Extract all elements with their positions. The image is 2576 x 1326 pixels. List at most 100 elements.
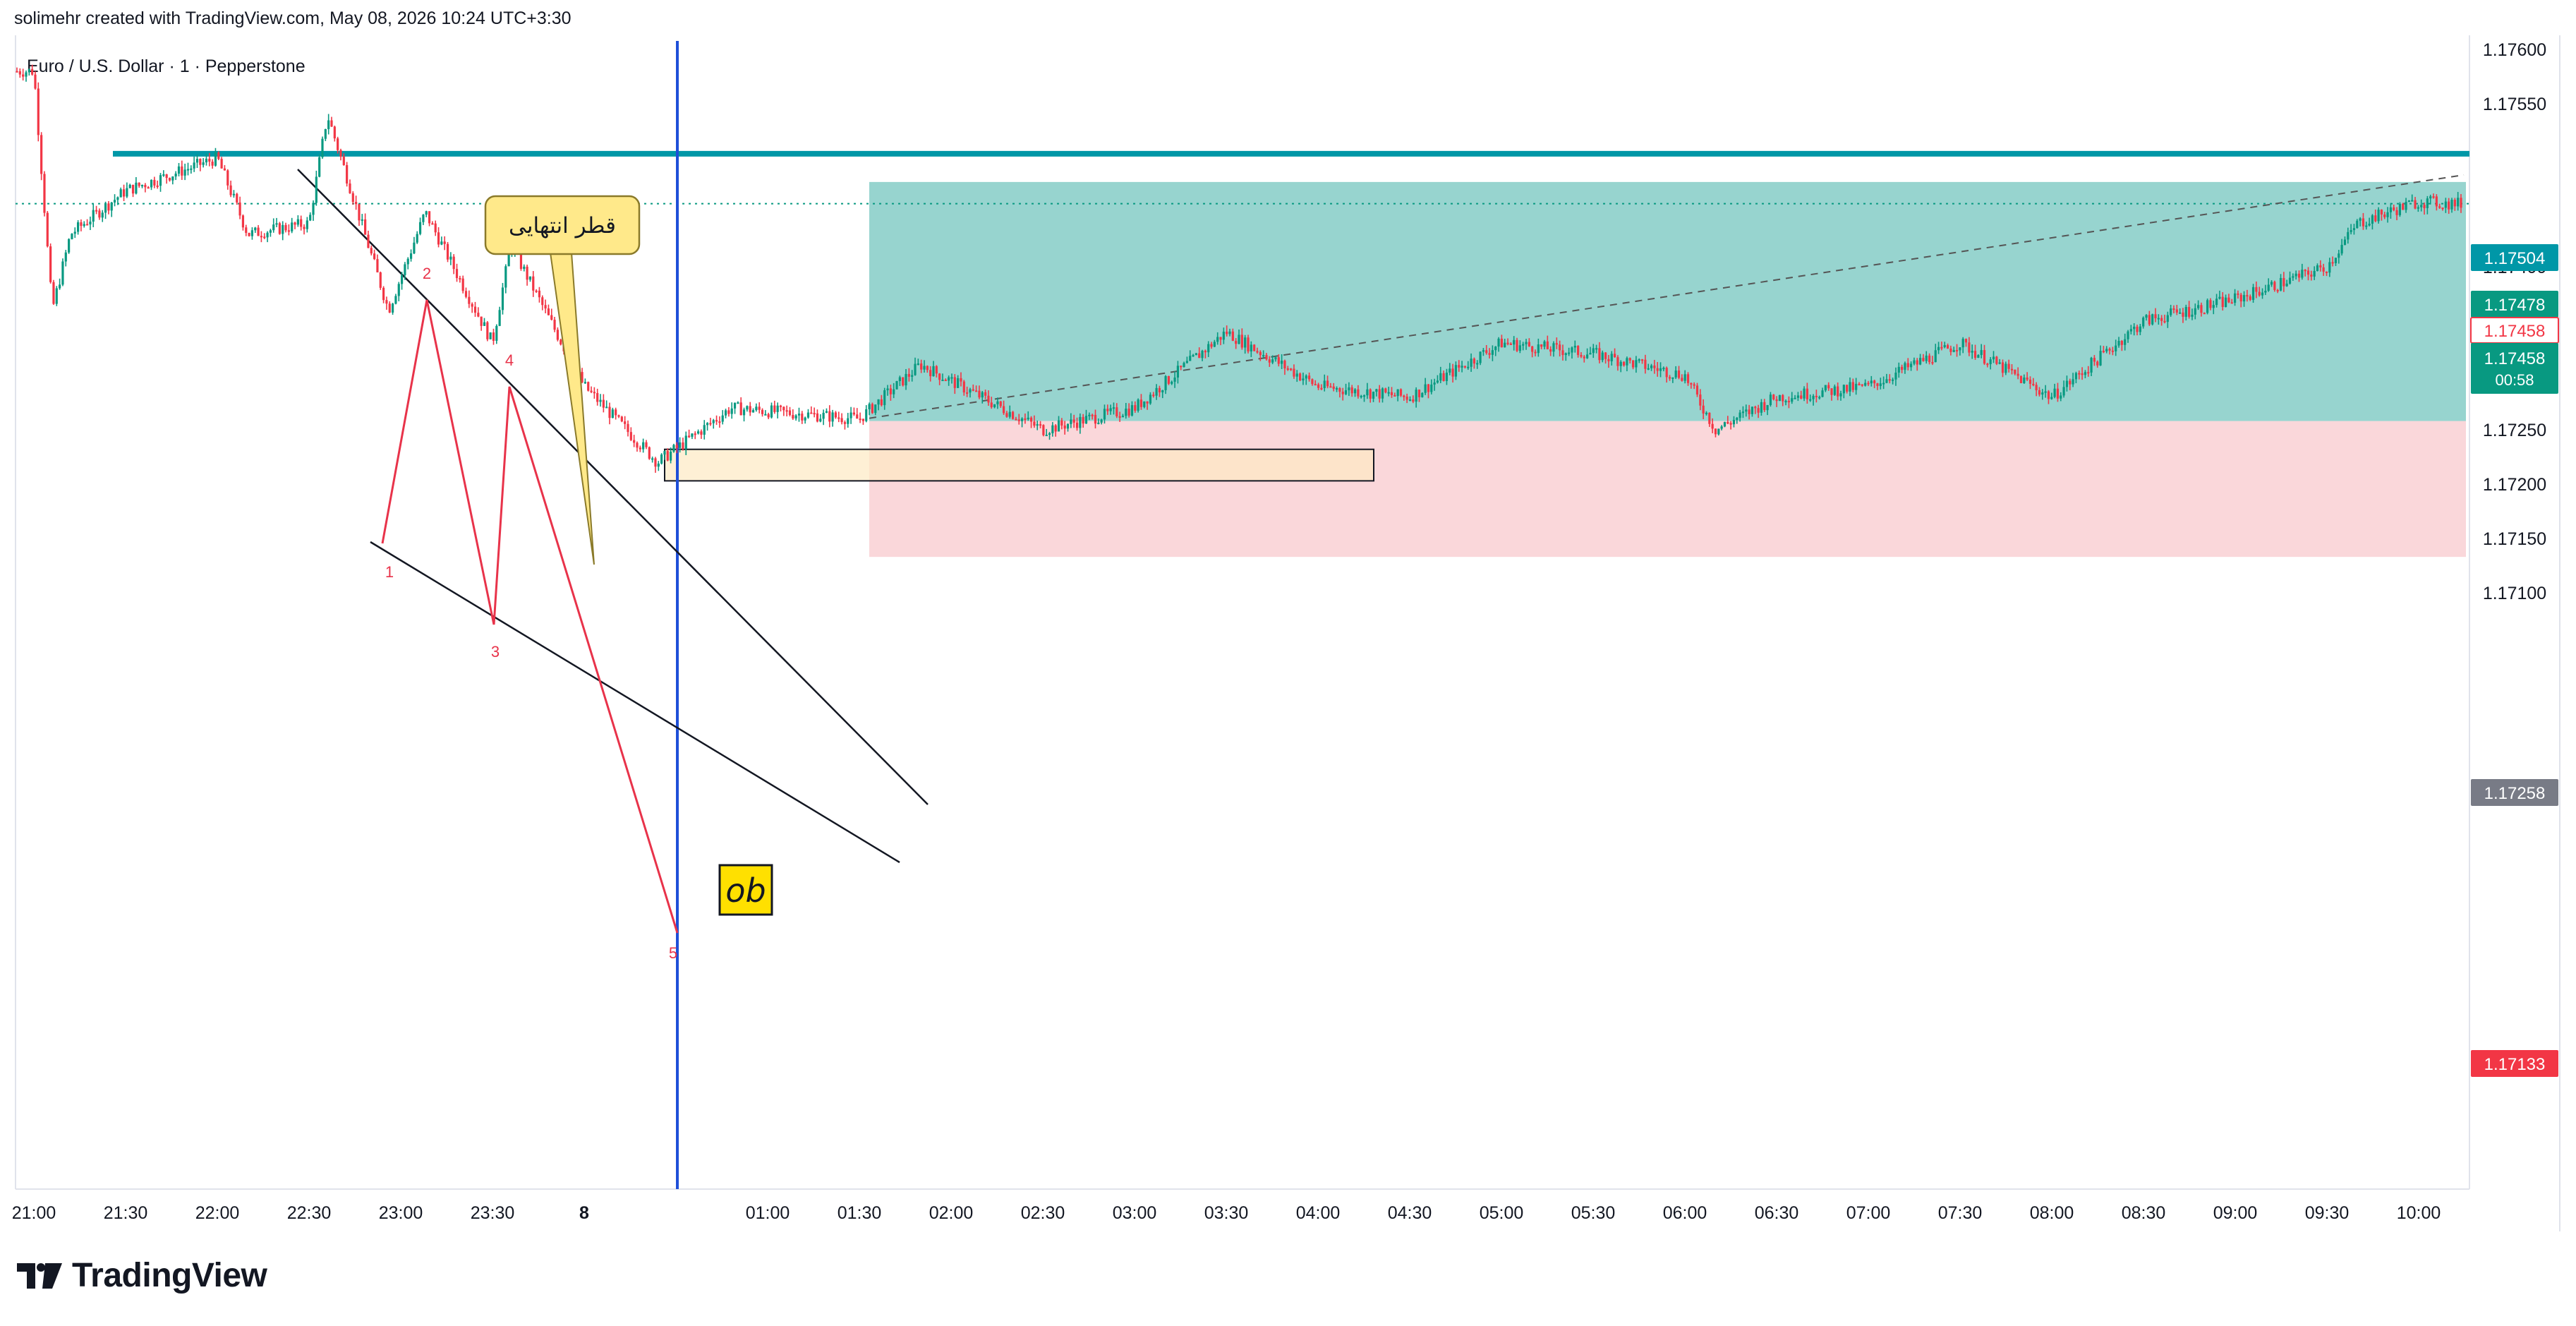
candle-body <box>856 414 858 418</box>
candle-body <box>1253 344 1255 351</box>
candle-body <box>926 366 929 370</box>
candle-body <box>435 224 437 233</box>
candle-body <box>1092 415 1094 416</box>
candle-body <box>483 323 485 326</box>
candle-body <box>1534 352 1536 354</box>
candle-body <box>89 222 91 224</box>
candle-body <box>1751 406 1753 414</box>
candle-body <box>61 262 64 285</box>
candle-body <box>1736 418 1738 420</box>
candle-body <box>536 291 538 292</box>
candle-body <box>1687 374 1689 383</box>
candle-body <box>1574 346 1576 347</box>
candle-body <box>2335 258 2337 263</box>
candle-body <box>2032 384 2034 385</box>
candle-body <box>465 291 467 296</box>
wave-label: 5 <box>669 944 677 962</box>
candle-body <box>2167 315 2169 323</box>
candle-body <box>1369 390 1372 399</box>
candle-body <box>727 410 730 414</box>
candle-body <box>608 406 610 418</box>
ob-label: ob <box>725 872 766 910</box>
candle-body <box>627 424 629 432</box>
candle-body <box>1843 385 1845 393</box>
candle-body <box>991 402 993 407</box>
candle-body <box>550 315 552 320</box>
candle-body <box>65 253 67 262</box>
candle-body <box>725 410 727 415</box>
candle-body <box>1537 344 1540 353</box>
candle-body <box>1173 378 1175 382</box>
svg-text:1.17258: 1.17258 <box>2484 784 2546 803</box>
candle-body <box>1681 378 1683 380</box>
candle-body <box>193 162 195 168</box>
candle-body <box>2087 372 2089 373</box>
time-tick-label: 21:00 <box>12 1203 56 1223</box>
candle-body <box>1122 416 1124 417</box>
candle-body <box>1531 346 1533 352</box>
candle-body <box>312 203 314 215</box>
time-axis[interactable]: 21:00 21:30 22:00 22:30 23:00 23:30 8 01:00 01:3… <box>12 1203 2441 1223</box>
candle-body <box>1525 342 1527 344</box>
candle-body <box>2170 308 2172 315</box>
candle-body <box>178 167 180 174</box>
candle-body <box>1434 382 1436 385</box>
candle-body <box>1965 339 1967 342</box>
candle-body <box>941 380 943 381</box>
candle-body <box>1815 396 1818 397</box>
wave-path[interactable] <box>382 300 677 933</box>
candle-body <box>2213 305 2215 308</box>
candle-body <box>1009 412 1011 417</box>
candle-body <box>2209 300 2211 308</box>
candle-body <box>1012 412 1014 419</box>
candle-body <box>670 452 672 461</box>
candle-body <box>153 180 155 186</box>
candle-body <box>2432 196 2434 198</box>
lower-trendline[interactable] <box>370 542 900 862</box>
candle-body <box>1825 385 1827 391</box>
candle-body <box>2096 361 2098 365</box>
tradingview-brand[interactable]: TradingView <box>17 1256 267 1295</box>
candle-body <box>1748 409 1750 414</box>
candle-body <box>196 159 198 162</box>
candle-body <box>544 305 546 308</box>
candle-body <box>1623 362 1625 366</box>
candle-body <box>1568 353 1570 354</box>
candle-body <box>132 185 134 193</box>
candle-body <box>1101 419 1103 422</box>
candle-body <box>1036 424 1039 426</box>
candle-body <box>633 440 635 443</box>
candle-body <box>1717 429 1719 435</box>
candle-body <box>282 225 284 234</box>
candle-body <box>2066 381 2068 387</box>
candle-body <box>2249 296 2251 300</box>
svg-text:1.17458: 1.17458 <box>2484 349 2546 368</box>
order-block-zone[interactable] <box>665 450 1374 481</box>
candle-body <box>1320 388 1322 390</box>
candle-body <box>1115 407 1118 416</box>
candle-body <box>19 71 21 75</box>
candle-body <box>1192 355 1194 356</box>
candle-body <box>389 303 391 313</box>
candle-body <box>2179 313 2181 314</box>
candle-body <box>2112 351 2114 352</box>
candle-body <box>587 382 589 390</box>
candle-body <box>960 378 962 382</box>
candle-body <box>1210 344 1212 347</box>
candle-body <box>703 425 706 435</box>
candle-body <box>1076 423 1078 428</box>
candle-body <box>68 239 70 253</box>
candle-body <box>1839 393 1842 396</box>
loss-zone[interactable] <box>869 421 2466 557</box>
candle-body <box>47 213 49 247</box>
candle-body <box>2194 308 2196 315</box>
candle-body <box>2103 351 2105 352</box>
candle-body <box>1849 382 1851 391</box>
candle-body <box>685 435 687 449</box>
candle-body <box>2108 349 2110 351</box>
candle-body <box>1018 419 1020 421</box>
candle-body <box>40 135 42 174</box>
candle-body <box>1986 363 1988 365</box>
candle-body <box>1384 388 1386 392</box>
